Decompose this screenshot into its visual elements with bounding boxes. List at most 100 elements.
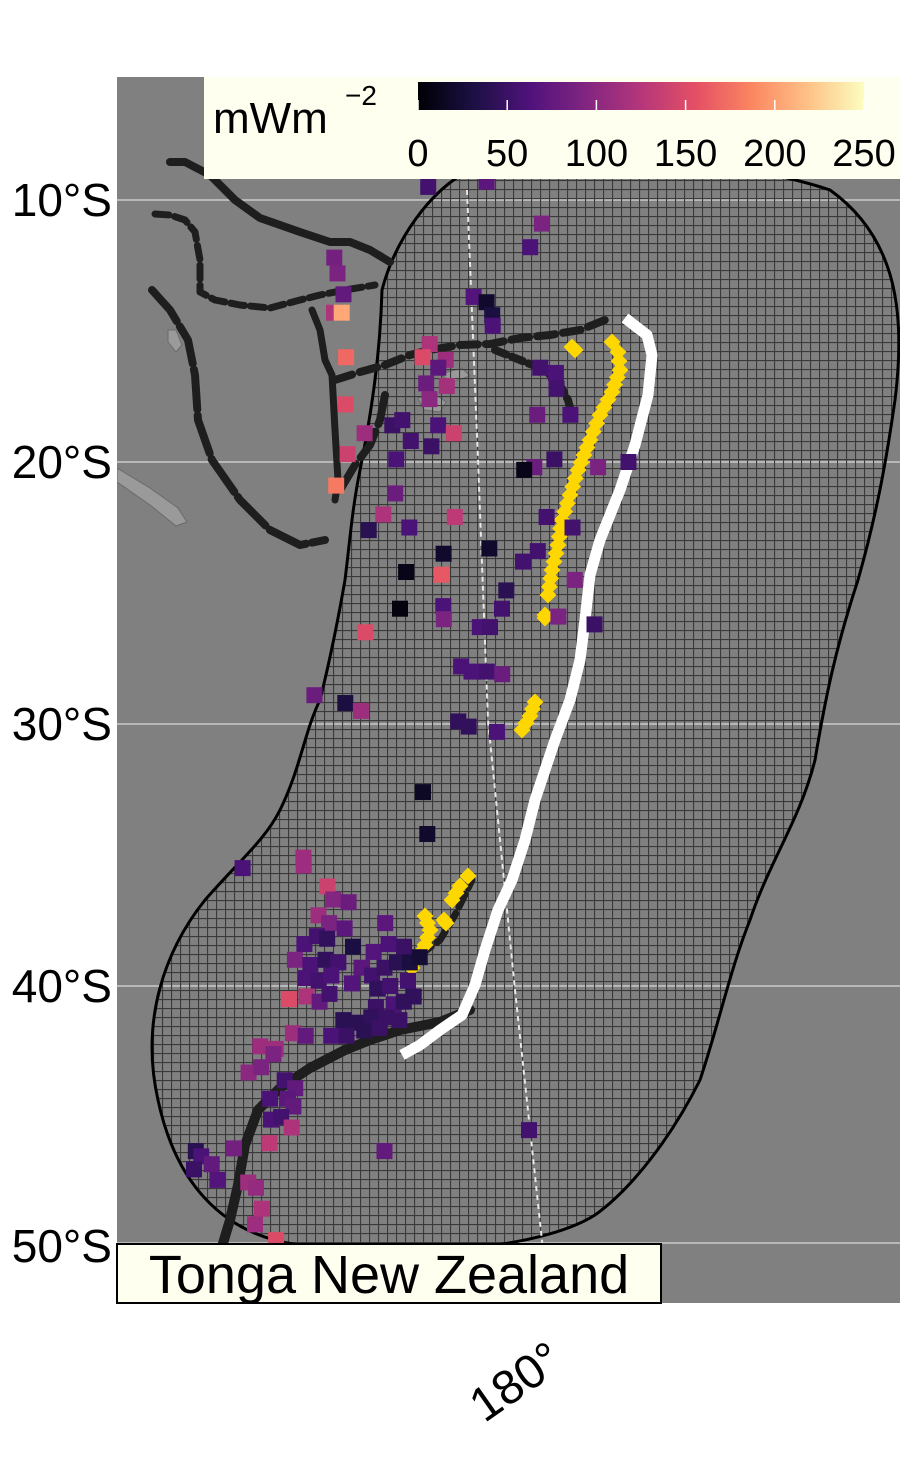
- colorbar-tick-label: 150: [654, 133, 717, 175]
- heat-flow-marker: [420, 178, 437, 195]
- heat-flow-marker: [209, 1171, 226, 1188]
- heat-flow-marker: [326, 249, 343, 266]
- colorbar-tick-label: 250: [832, 133, 895, 175]
- heat-flow-marker: [484, 317, 501, 334]
- heat-flow-marker: [357, 624, 374, 641]
- volcano-marker: [443, 891, 461, 909]
- heat-flow-marker: [435, 611, 452, 628]
- heat-flow-marker: [548, 380, 565, 397]
- heat-flow-marker: [336, 920, 353, 937]
- heat-flow-marker: [377, 915, 394, 932]
- colorbar-legend: mWm −2 0 50 100 150 200 250: [204, 77, 900, 179]
- heat-flow-marker: [356, 1022, 373, 1039]
- heat-flow-marker: [335, 286, 352, 303]
- heat-flow-marker: [345, 938, 361, 955]
- heat-flow-marker: [203, 1156, 220, 1173]
- heat-flow-marker: [365, 943, 382, 960]
- heat-flow-marker: [482, 619, 498, 636]
- colorbar-tick-label: 100: [565, 133, 628, 175]
- heat-flow-marker: [463, 663, 480, 680]
- heat-flow-marker: [389, 954, 405, 971]
- heat-flow-marker: [481, 540, 498, 557]
- heat-flow-marker: [371, 1019, 388, 1036]
- heat-flow-marker: [391, 1012, 408, 1029]
- heat-flow-marker: [375, 506, 392, 523]
- heat-flow-marker: [262, 1090, 279, 1107]
- heat-flow-marker: [460, 718, 477, 735]
- heat-flow-marker: [516, 461, 533, 478]
- heat-flow-marker: [329, 265, 346, 282]
- heat-flow-marker: [234, 860, 251, 877]
- heat-flow-marker: [261, 1135, 278, 1152]
- heat-flow-marker: [562, 406, 579, 423]
- heat-flow-marker: [323, 967, 340, 984]
- heat-flow-marker: [380, 936, 397, 953]
- heat-flow-marker: [337, 695, 354, 711]
- heat-flow-marker: [337, 396, 354, 413]
- volcano-marker: [459, 867, 477, 885]
- heat-flow-marker: [401, 519, 418, 536]
- heat-flow-marker: [533, 215, 550, 232]
- new-caledonia: [117, 467, 188, 527]
- heat-flow-marker: [421, 336, 438, 353]
- heat-flow-marker: [339, 446, 356, 463]
- heat-flow-marker: [546, 451, 563, 468]
- heat-flow-marker: [532, 359, 549, 376]
- heat-flow-marker: [297, 970, 314, 987]
- heat-flow-marker: [376, 959, 393, 976]
- heat-flow-marker: [620, 454, 637, 470]
- meridian-180: [466, 189, 544, 1251]
- heat-flow-marker: [280, 991, 297, 1008]
- heat-flow-marker: [265, 1046, 282, 1063]
- heat-flow-marker: [328, 477, 345, 494]
- heat-flow-marker: [369, 980, 386, 997]
- heat-flow-marker: [338, 349, 355, 366]
- heat-flow-marker: [423, 438, 440, 455]
- heat-flow-marker: [298, 988, 315, 1005]
- heat-flow-marker: [550, 608, 567, 625]
- heat-flow-marker: [388, 451, 405, 468]
- heat-flow-marker: [356, 425, 373, 442]
- colorbar-title: mWm: [213, 94, 328, 143]
- longitude-label-180: 180°: [460, 1332, 572, 1432]
- heat-flow-marker: [394, 412, 411, 429]
- heat-flow-marker: [421, 391, 438, 408]
- heat-flow-marker: [387, 485, 404, 502]
- heat-flow-marker: [478, 294, 495, 311]
- heat-flow-marker: [529, 543, 546, 560]
- heat-flow-marker: [364, 967, 381, 984]
- colorbar-gradient: [418, 82, 864, 110]
- heat-flow-marker: [283, 1119, 300, 1136]
- heat-flow-marker: [296, 936, 313, 953]
- heat-flow-marker: [419, 826, 436, 842]
- heat-flow-marker: [360, 522, 377, 539]
- heat-flow-marker: [396, 938, 412, 955]
- heat-flow-marker: [392, 600, 408, 617]
- heat-flow-marker: [319, 878, 336, 895]
- heat-flow-marker: [306, 687, 323, 704]
- heat-flow-marker: [478, 663, 495, 680]
- heat-flow-marker: [430, 359, 447, 376]
- latitude-label-30s: 30°S: [12, 698, 112, 750]
- heat-flow-marker: [319, 930, 336, 947]
- heat-flow-marker: [240, 1064, 257, 1081]
- colorbar-title-superscript: −2: [345, 80, 377, 111]
- heat-flow-marker: [402, 433, 419, 449]
- heat-flow-marker: [521, 1122, 537, 1139]
- heat-flow-marker: [302, 957, 319, 973]
- heat-flow-marker: [253, 1059, 270, 1076]
- volcano-marker: [566, 341, 584, 359]
- heat-flow-marker: [376, 1143, 393, 1160]
- latitude-label-50s: 50°S: [12, 1220, 112, 1272]
- heat-flow-marker: [344, 975, 360, 992]
- heat-flow-marker: [529, 406, 546, 423]
- heat-flow-marker: [317, 951, 334, 968]
- heat-flow-marker: [586, 616, 603, 633]
- heat-flow-marker: [498, 582, 515, 599]
- heat-flow-marker: [590, 459, 607, 476]
- heat-flow-marker: [323, 1027, 340, 1044]
- latitude-label-10s: 10°S: [12, 174, 112, 226]
- volcano-marker: [437, 914, 455, 932]
- heat-flow-marker: [489, 723, 505, 740]
